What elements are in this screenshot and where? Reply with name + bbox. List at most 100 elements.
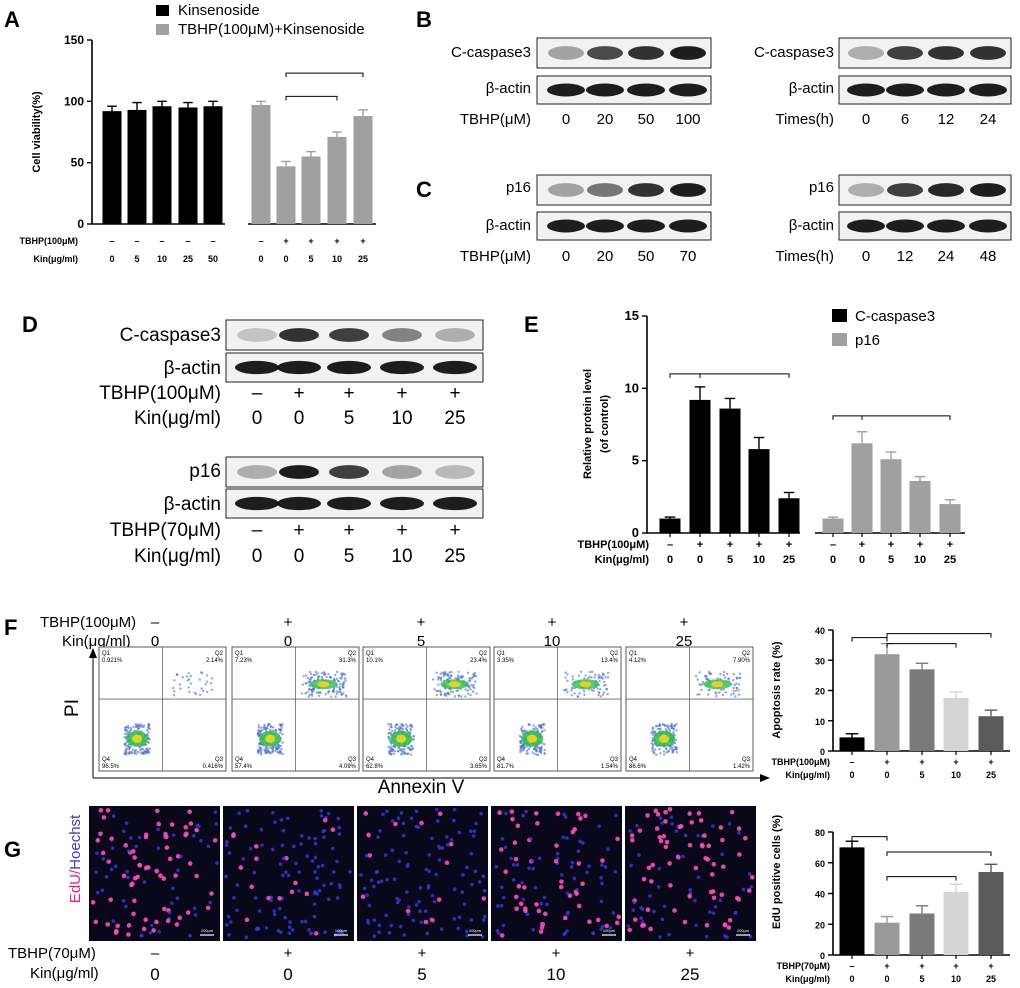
flow-event-dot bbox=[409, 753, 413, 756]
hoechst-nucleus bbox=[264, 926, 269, 930]
apoptosis-y-label: Apoptosis rate (%) bbox=[771, 641, 783, 739]
edu-positive-nucleus bbox=[518, 901, 524, 907]
hoechst-nucleus bbox=[312, 914, 317, 919]
flow-event-dot bbox=[304, 692, 307, 695]
blot-c-right-actin-band bbox=[886, 219, 924, 233]
edu-positive-nucleus bbox=[677, 824, 682, 830]
quadrant-value: 62.8% bbox=[366, 764, 384, 770]
hoechst-nucleus bbox=[129, 836, 133, 840]
edu-positive-nucleus bbox=[563, 915, 568, 921]
hoechst-nucleus bbox=[608, 925, 613, 930]
hoechst-nucleus bbox=[125, 869, 129, 874]
quadrant-name: Q1 bbox=[102, 651, 111, 657]
flow-event-dot bbox=[523, 730, 526, 733]
blot-d-actin-1-band bbox=[433, 360, 477, 375]
flow-event-dot bbox=[602, 680, 606, 684]
kin-value: 10 bbox=[951, 974, 961, 984]
hoechst-nucleus bbox=[215, 861, 219, 865]
hoechst-nucleus bbox=[662, 904, 667, 909]
blot-d-p16-band bbox=[329, 465, 369, 479]
edu-positive-nucleus bbox=[448, 841, 454, 847]
tbhp-value: + bbox=[988, 961, 993, 971]
flow-event-dot bbox=[404, 723, 408, 726]
quadrant-name: Q2 bbox=[348, 651, 357, 657]
flow-event-dot bbox=[526, 752, 530, 755]
hoechst-nucleus bbox=[337, 825, 342, 830]
hoechst-nucleus bbox=[658, 935, 662, 939]
edu-positive-nucleus bbox=[212, 838, 218, 843]
flow-event-dot bbox=[281, 722, 284, 726]
hoechst-nucleus bbox=[626, 924, 631, 928]
quadrant-value: 4.12% bbox=[629, 658, 647, 664]
tbhp-value: + bbox=[917, 539, 923, 551]
flow-event-dot bbox=[667, 749, 670, 753]
hoechst-nucleus bbox=[322, 835, 326, 839]
flow-event-dot bbox=[397, 746, 400, 750]
sig-bracket-2-line bbox=[886, 643, 957, 648]
hoechst-nucleus bbox=[587, 864, 591, 869]
edu-positive-nucleus bbox=[658, 838, 664, 844]
hoechst-nucleus bbox=[570, 860, 575, 865]
flow-event-dot bbox=[344, 695, 348, 698]
flow-event-dot bbox=[307, 688, 311, 691]
flow-event-dot bbox=[136, 750, 140, 754]
hoechst-nucleus bbox=[399, 811, 404, 815]
annexin-axis-label: Annexin V bbox=[378, 777, 465, 798]
hoechst-nucleus bbox=[387, 931, 392, 935]
hoechst-nucleus bbox=[637, 853, 641, 857]
quadrant-value: 2.14% bbox=[206, 658, 224, 664]
flow-event-dot bbox=[314, 670, 318, 674]
band-label-p16: p16 bbox=[189, 461, 221, 482]
blot-c-left-actin-band bbox=[547, 219, 585, 233]
microscopy-image bbox=[625, 806, 756, 941]
hoechst-nucleus bbox=[176, 868, 180, 873]
flow-event-dot bbox=[541, 723, 544, 726]
hoechst-nucleus bbox=[272, 912, 277, 917]
hoechst-nucleus bbox=[362, 886, 367, 891]
hoechst-nucleus bbox=[500, 885, 504, 890]
hoechst-nucleus bbox=[320, 863, 325, 868]
flow-event-dot bbox=[601, 677, 604, 680]
bar bbox=[822, 518, 844, 533]
hoechst-nucleus bbox=[515, 862, 520, 867]
blot-d-actin-2-band bbox=[235, 496, 279, 511]
hoechst-nucleus bbox=[392, 877, 397, 881]
hoechst-nucleus bbox=[385, 809, 389, 814]
flow-event-dot bbox=[543, 748, 546, 752]
kin-value: 0 bbox=[667, 554, 673, 566]
flow-density-peak bbox=[132, 734, 143, 743]
dose-label: 20 bbox=[597, 248, 614, 265]
hoechst-nucleus bbox=[256, 927, 261, 931]
flow-event-dot bbox=[673, 725, 677, 728]
flow-event-dot bbox=[521, 749, 524, 752]
flow-event-dot bbox=[269, 728, 272, 732]
flow-event-dot bbox=[705, 674, 708, 678]
kin-value: 0 bbox=[283, 254, 288, 264]
edu-positive-nucleus bbox=[177, 915, 183, 920]
flow-event-dot bbox=[662, 750, 666, 753]
y-tick-label: 50 bbox=[71, 156, 85, 170]
edu-positive-nucleus bbox=[173, 873, 178, 878]
edu-positive-nucleus bbox=[616, 914, 622, 920]
flow-event-dot bbox=[439, 672, 442, 676]
edu-positive-nucleus bbox=[514, 906, 519, 911]
flow-event-dot bbox=[586, 677, 590, 680]
scale-bar-label: 100μm bbox=[603, 928, 616, 933]
hoechst-nucleus bbox=[632, 900, 637, 905]
edu-positive-nucleus bbox=[175, 853, 181, 859]
annexin-arrow-head bbox=[760, 774, 770, 782]
flow-event-dot bbox=[439, 693, 443, 696]
flow-event-dot bbox=[675, 751, 678, 754]
flow-event-dot bbox=[652, 752, 656, 755]
edu-positive-nucleus bbox=[95, 838, 101, 843]
flow-event-dot bbox=[571, 675, 574, 678]
flow-density-peak bbox=[527, 734, 538, 743]
hoechst-nucleus bbox=[300, 834, 304, 838]
blot-d-actin-2-band bbox=[277, 496, 321, 511]
flow-event-dot bbox=[300, 692, 304, 695]
quadrant-value: 0.921% bbox=[102, 658, 123, 664]
flow-event-dot bbox=[276, 750, 279, 754]
edu-positive-nucleus bbox=[574, 891, 579, 896]
hoechst-nucleus bbox=[530, 859, 535, 864]
tbhp-row-label: TBHP(70μM) bbox=[776, 961, 830, 971]
